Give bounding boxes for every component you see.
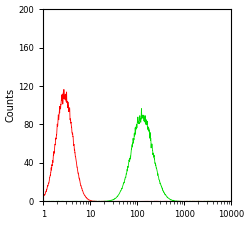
Y-axis label: Counts: Counts: [6, 88, 16, 122]
